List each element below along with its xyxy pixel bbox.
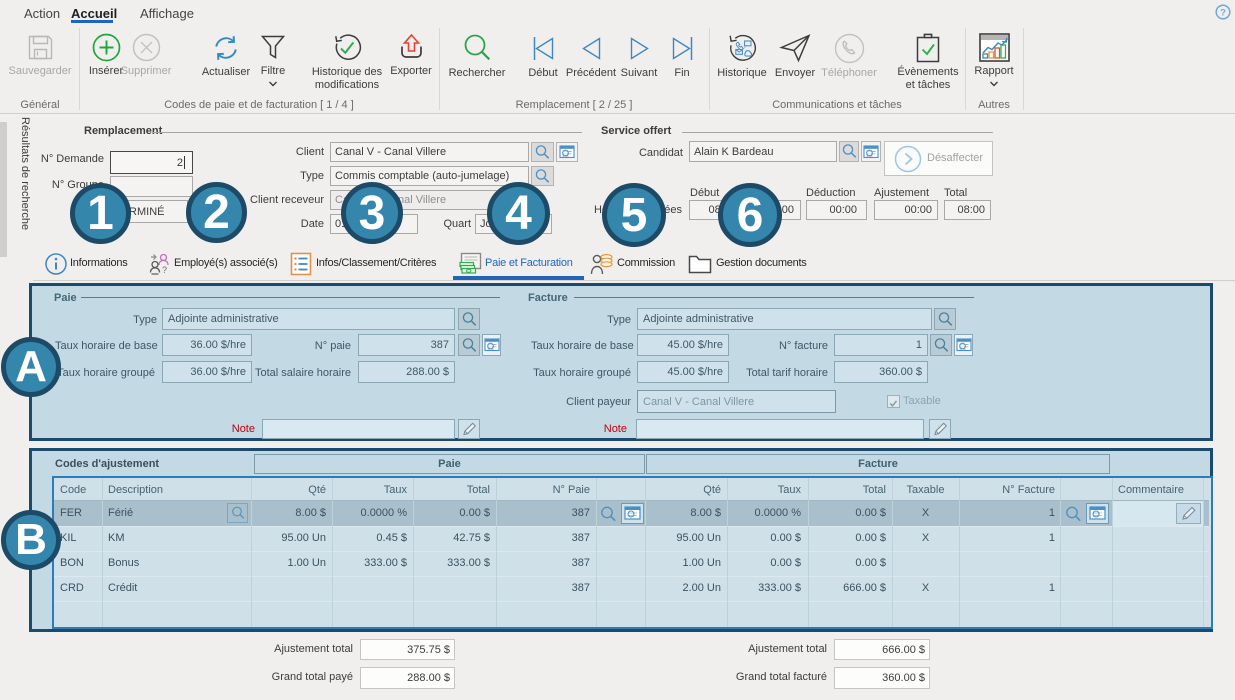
svg-text:?: ? bbox=[1220, 7, 1226, 18]
svg-text:?: ? bbox=[162, 265, 167, 275]
